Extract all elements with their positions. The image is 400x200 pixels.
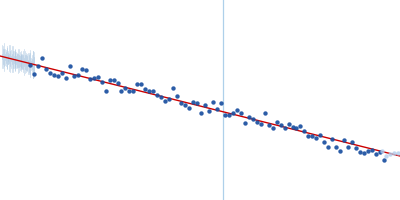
Point xyxy=(206,109,212,113)
Point xyxy=(178,101,184,105)
Point xyxy=(114,82,121,85)
Point xyxy=(102,90,109,93)
Point xyxy=(270,127,276,130)
Point xyxy=(27,64,33,67)
Point xyxy=(377,151,383,154)
Point xyxy=(190,101,196,104)
Point xyxy=(134,82,140,85)
Point xyxy=(301,129,308,132)
Point xyxy=(305,135,312,138)
Point xyxy=(297,125,304,128)
Point xyxy=(391,152,397,155)
Point xyxy=(210,101,216,104)
Point xyxy=(325,146,332,149)
Point xyxy=(70,74,77,77)
Point xyxy=(162,99,168,102)
Point xyxy=(321,141,328,144)
Point xyxy=(78,68,85,71)
Point xyxy=(369,149,375,152)
Point xyxy=(154,94,160,97)
Point xyxy=(293,127,300,130)
Point xyxy=(333,145,340,148)
Point xyxy=(317,133,324,137)
Point xyxy=(381,158,387,161)
Point xyxy=(214,108,220,111)
Point xyxy=(277,124,284,127)
Point xyxy=(379,150,385,153)
Point xyxy=(365,149,371,152)
Point xyxy=(337,149,344,152)
Point xyxy=(31,72,37,76)
Point xyxy=(198,112,204,115)
Point xyxy=(43,68,49,71)
Point xyxy=(98,81,105,84)
Point xyxy=(74,73,81,76)
Point xyxy=(258,123,264,126)
Point xyxy=(285,123,292,126)
Point xyxy=(373,153,379,156)
Point xyxy=(47,71,53,75)
Point xyxy=(182,103,188,106)
Point xyxy=(250,117,256,121)
Point xyxy=(234,108,240,112)
Point xyxy=(90,76,97,79)
Point xyxy=(106,79,113,82)
Point xyxy=(313,136,320,139)
Point xyxy=(35,64,41,68)
Point xyxy=(309,134,316,138)
Point xyxy=(246,116,252,119)
Point xyxy=(226,113,232,116)
Point xyxy=(146,89,152,92)
Point xyxy=(59,71,65,75)
Point xyxy=(383,154,389,158)
Point xyxy=(122,87,129,90)
Point xyxy=(357,150,363,153)
Point xyxy=(170,86,176,90)
Point xyxy=(39,56,45,60)
Point xyxy=(242,122,248,125)
Point xyxy=(62,77,69,80)
Point xyxy=(130,89,137,92)
Point xyxy=(349,140,355,143)
Point xyxy=(274,120,280,124)
Point xyxy=(174,94,180,98)
Point xyxy=(138,82,144,85)
Point xyxy=(329,137,336,140)
Point xyxy=(353,146,359,149)
Point xyxy=(222,113,228,116)
Point xyxy=(51,74,57,77)
Point xyxy=(218,101,224,104)
Point xyxy=(150,89,156,93)
Point xyxy=(266,124,272,127)
Point xyxy=(186,106,192,109)
Point xyxy=(361,152,367,155)
Point xyxy=(158,95,164,98)
Point xyxy=(55,74,61,77)
Point xyxy=(126,90,133,93)
Point xyxy=(110,78,117,82)
Point xyxy=(262,112,268,115)
Point xyxy=(395,152,400,155)
Point xyxy=(86,78,93,81)
Point xyxy=(202,103,208,106)
Point xyxy=(289,125,296,128)
Point xyxy=(94,75,101,78)
Point xyxy=(66,64,73,68)
Point xyxy=(387,152,393,155)
Point xyxy=(194,102,200,105)
Point xyxy=(341,139,348,142)
Point xyxy=(254,121,260,124)
Point xyxy=(345,145,352,148)
Point xyxy=(281,126,288,129)
Point xyxy=(142,87,148,91)
Point xyxy=(166,97,172,100)
Point xyxy=(118,89,125,93)
Point xyxy=(230,111,236,114)
Point xyxy=(238,112,244,115)
Point xyxy=(82,68,89,72)
